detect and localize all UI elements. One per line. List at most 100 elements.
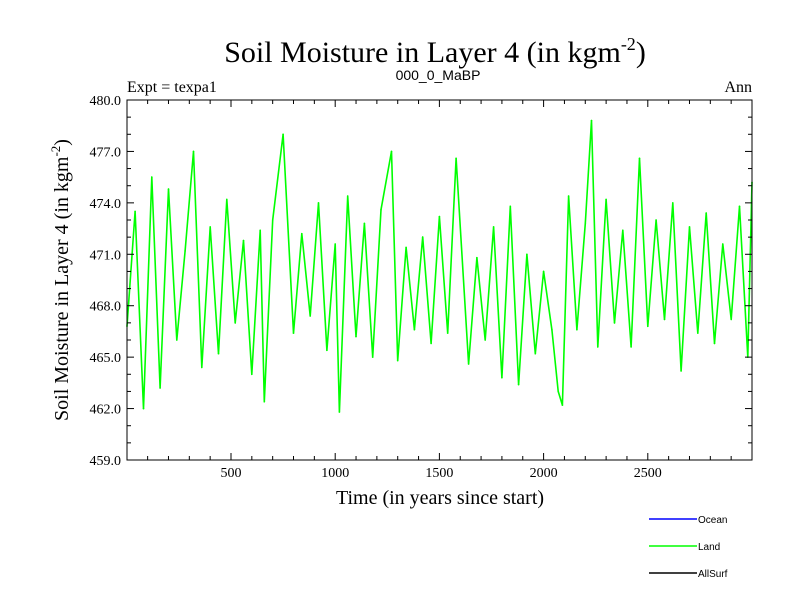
data-point [317,202,320,204]
data-point [192,150,195,153]
x-tick-label: 500 [220,466,241,481]
chart-title-main: Soil Moisture in Layer 4 (in kgm [224,36,621,69]
data-point [534,352,537,355]
data-point [584,222,587,225]
data-point [151,176,153,178]
data-point [355,335,357,338]
data-point [509,205,512,208]
data-point [622,229,624,232]
data-point [217,352,220,355]
data-point [597,346,599,348]
data-point [371,356,374,358]
data-point [282,133,284,136]
y-tick-label: 465.0 [90,351,122,366]
data-point [263,400,266,403]
data-point [346,195,349,197]
data-point [226,198,228,201]
y-axis-label-sup: -2 [48,146,63,157]
data-point [455,157,457,160]
y-tick-label: 459.0 [90,454,122,469]
chart-title-close: ) [636,36,646,69]
data-point [613,322,616,324]
data-point [421,236,424,238]
y-tick-label: 471.0 [90,248,122,263]
legend: Ocean Land AllSurf [649,515,728,580]
data-point [338,411,341,413]
data-point [380,208,382,211]
subtitle-left: Expt = texpa1 [127,79,217,96]
data-point [722,243,724,245]
y-axis-label-close: ) [51,139,73,146]
chart-title: Soil Moisture in Layer 4 (in kgm-2) [224,34,646,69]
data-point [697,332,699,334]
data-point [242,239,245,242]
data-point [638,157,641,160]
data-point [413,328,416,331]
data-point [271,219,274,221]
data-point [590,119,593,122]
data-point [301,232,303,235]
data-point [551,328,553,331]
y-tick-label: 474.0 [90,197,122,212]
data-point [738,205,741,208]
plot-frame [126,99,753,461]
y-tick-label: 477.0 [90,145,122,160]
data-point [438,215,441,218]
series-line-land [126,119,753,413]
data-point [561,404,564,406]
data-point [405,246,407,249]
x-axis-label: Time (in years since start) [336,487,544,509]
plot-area [126,119,753,413]
data-point [655,219,657,221]
data-point [672,202,674,204]
data-point [251,373,253,376]
data-point [176,339,178,341]
data-point [209,226,211,228]
x-tick-label: 2000 [530,466,558,481]
data-point [542,270,545,273]
data-point [467,363,470,365]
data-point [201,366,203,369]
data-point [605,198,607,201]
data-point [326,349,328,352]
legend-label-allsurf: AllSurf [698,569,728,580]
y-tick-label: 468.0 [90,300,122,315]
data-point [184,250,186,252]
data-point [159,387,161,389]
y-tick-label: 462.0 [90,403,122,418]
data-point [526,253,528,256]
data-point [309,315,312,317]
y-axis-label: Soil Moisture in Layer 4 (in kgm-2) [48,139,73,421]
data-point [576,328,578,331]
data-point [713,342,716,345]
data-point [730,318,732,321]
x-tick-label: 1500 [425,466,453,481]
data-point [705,212,707,214]
data-point [484,339,487,341]
data-point [688,226,691,228]
data-point [167,188,170,190]
chart-title-sup: -2 [621,34,636,54]
data-point [501,376,503,379]
data-point [259,229,262,232]
data-point [680,370,682,372]
y-axis: 459.0 462.0 465.0 468.0 471.0 474.0 477.0 480.0 [90,94,752,469]
data-point [476,256,478,259]
data-point [567,195,570,197]
legend-label-ocean: Ocean [698,515,727,526]
data-point [647,325,649,328]
data-point [390,150,393,153]
y-axis-label-main: Soil Moisture in Layer 4 (in kgm [51,156,73,421]
data-point [234,322,236,324]
x-axis: 500 1000 1500 2000 2500 [147,100,732,481]
y-tick-label: 480.0 [90,94,122,109]
data-point [557,390,559,393]
data-point [363,222,366,225]
data-point [663,318,666,321]
legend-label-land: Land [698,542,720,553]
data-point [517,383,520,386]
data-point [446,332,449,334]
data-point [630,346,632,348]
data-point [334,243,337,245]
